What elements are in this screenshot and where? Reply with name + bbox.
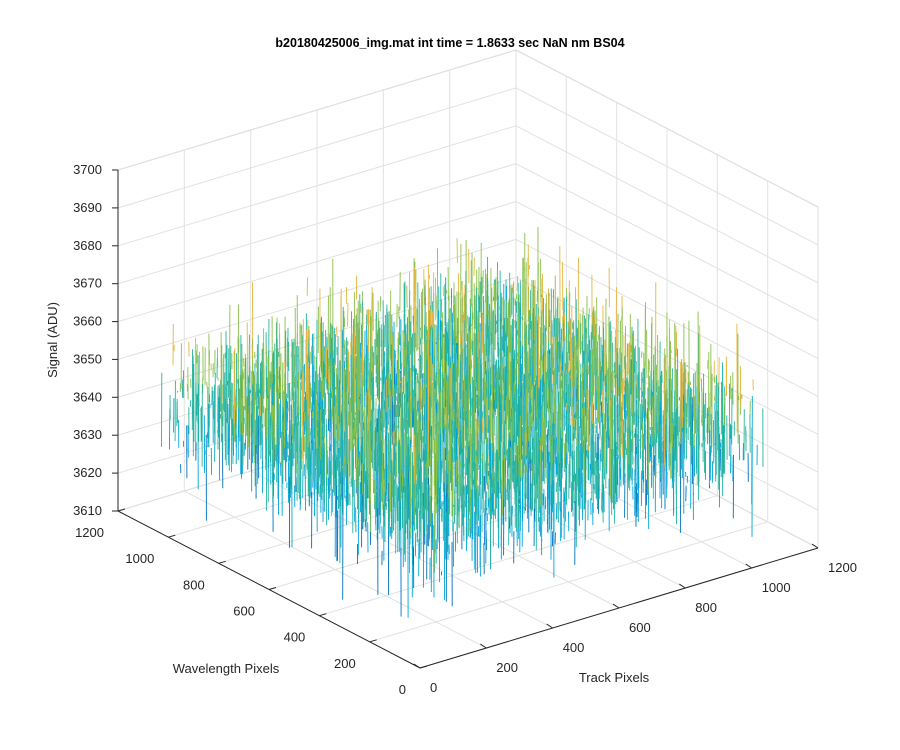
- tick-labels: 0 200 400 600 800 1000 1200 0 200 400 600 800 1000 12…: [73, 162, 857, 697]
- y-tick-label-1: 200: [334, 656, 356, 671]
- right-wall-grid-z-7: [515, 125, 819, 284]
- floor-grid-y-1: [369, 521, 768, 643]
- z-tick-label-5: 3660: [73, 314, 102, 329]
- x-tick-2: [546, 623, 553, 629]
- axis-lines: [112, 169, 819, 669]
- x-tick-6: [811, 543, 819, 549]
- y-axis-label: Wavelength Pixels: [173, 661, 280, 676]
- y-tick-6: [117, 508, 126, 512]
- x-tick-label-3: 600: [629, 620, 651, 635]
- y-tick-label-6: 1200: [75, 525, 104, 540]
- z-tick-label-3: 3640: [73, 389, 102, 404]
- x-tick-4: [679, 583, 686, 589]
- back-wall-grid-z-4: [117, 238, 517, 360]
- y-tick-label-4: 800: [183, 577, 205, 592]
- x-tick-3: [612, 603, 620, 609]
- back-wall-grid-z-7: [117, 125, 517, 247]
- z-axis-label: Signal (ADU): [45, 302, 60, 378]
- z-tick-label-7: 3680: [73, 238, 102, 253]
- x-tick-1: [480, 643, 487, 649]
- back-wall-grid-z-8: [117, 87, 517, 209]
- z-tick-label-0: 3610: [73, 503, 102, 518]
- z-tick-label-6: 3670: [73, 276, 102, 291]
- y-tick-4: [218, 560, 226, 564]
- chart-title: b20180425006_img.mat int time = 1.8633 s…: [275, 36, 624, 50]
- surface-plot: [161, 227, 764, 618]
- z-tick-label-9: 3700: [73, 162, 102, 177]
- right-wall-grid-z-5: [515, 201, 819, 360]
- y-tick-label-3: 600: [233, 604, 255, 619]
- x-tick-label-2: 400: [563, 640, 585, 655]
- y-tick-0: [419, 665, 428, 669]
- right-wall-grid-z-8: [515, 87, 819, 246]
- back-wall-grid-z-6: [117, 163, 517, 285]
- y-tick-label-5: 1000: [125, 551, 154, 566]
- right-wall-grid-z-6: [515, 163, 819, 322]
- y-tick-3: [268, 587, 277, 590]
- floor-grid-y-3: [268, 469, 668, 590]
- x-tick-0: [413, 663, 421, 669]
- x-tick-label-6: 1200: [828, 560, 857, 575]
- x-tick-5: [745, 563, 752, 569]
- back-wall-grid-z-9: [117, 49, 517, 171]
- y-tick-label-2: 400: [284, 630, 306, 645]
- z-tick-label-2: 3630: [73, 427, 102, 442]
- x-tick-label-4: 800: [695, 600, 717, 615]
- x-axis-label: Track Pixels: [579, 670, 650, 685]
- y-tick-2: [319, 613, 327, 617]
- z-tick-label-8: 3690: [73, 200, 102, 215]
- x-tick-label-1: 200: [496, 660, 518, 675]
- y-tick-label-0: 0: [399, 682, 406, 697]
- right-wall-grid-z-9: [515, 49, 819, 208]
- floor-grid-y-2: [319, 495, 718, 617]
- back-wall-grid-z-5: [117, 201, 517, 323]
- y-tick-1: [369, 639, 377, 643]
- z-tick-label-1: 3620: [73, 465, 102, 480]
- x-tick-label-0: 0: [430, 680, 437, 695]
- z-tick-label-4: 3650: [73, 351, 102, 366]
- x-tick-label-5: 1000: [762, 580, 791, 595]
- y-tick-5: [168, 534, 176, 538]
